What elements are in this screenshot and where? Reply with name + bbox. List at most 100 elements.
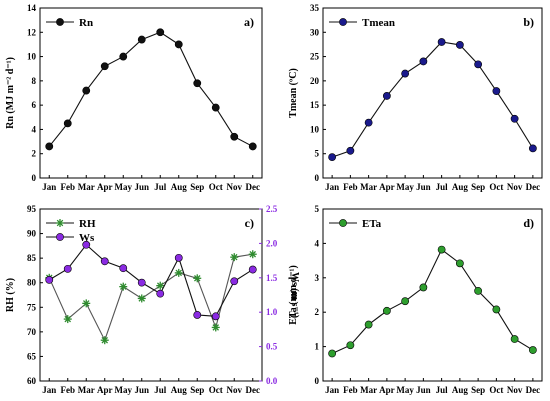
y-axis-label: RH (%): [5, 278, 16, 312]
data-point-rh: [82, 299, 91, 308]
y-tick-label: 6: [32, 100, 37, 110]
data-point-eta: [528, 346, 537, 354]
data-point-ws: [230, 277, 239, 286]
data-point-rh: [119, 282, 128, 291]
data-point-tmean: [528, 144, 537, 153]
x-tick-label: Aug: [452, 182, 469, 192]
y-axis-label: Tmean (ºC): [288, 68, 299, 118]
x-tick-label: Jan: [325, 182, 339, 192]
x-tick-label: Jan: [325, 385, 339, 395]
data-point-rn: [82, 86, 91, 95]
legend-marker: [339, 18, 347, 26]
y-tick-label: 80: [27, 278, 37, 288]
x-tick-label: Apr: [97, 385, 113, 395]
data-point-rn: [119, 52, 128, 61]
legend-marker: [339, 219, 347, 227]
panel-label: c): [245, 216, 254, 230]
y2-tick-label: 1.0: [266, 307, 278, 317]
data-point-rn: [137, 35, 146, 44]
legend-label: Ws: [79, 232, 95, 244]
panel-2: Jan Feb Mar Apr May Jun Jul Aug Sep Oct Nov Dec 0 5 10…: [288, 3, 543, 192]
legend-marker: [56, 219, 64, 227]
legend-marker: [56, 233, 64, 241]
data-point-tmean: [419, 57, 428, 66]
data-point-ws: [174, 253, 183, 262]
panel-label: a): [244, 15, 254, 29]
x-tick-label: Nov: [507, 182, 523, 192]
series-line-rh: [48, 253, 253, 342]
data-point-rh: [156, 281, 165, 290]
x-tick-label: Mar: [360, 385, 377, 395]
x-tick-label: Jul: [154, 182, 167, 192]
data-point-rn: [230, 132, 239, 141]
x-tick-label: Nov: [507, 385, 523, 395]
x-tick-label: May: [115, 182, 133, 192]
x-tick-label: Jun: [134, 182, 149, 192]
y-tick-label: 90: [27, 229, 37, 239]
x-tick-label: May: [396, 182, 414, 192]
x-tick-label: Jul: [436, 182, 449, 192]
x-tick-label: Apr: [379, 182, 395, 192]
panel-label: d): [523, 216, 534, 230]
data-point-eta: [382, 306, 391, 315]
data-point-rn: [45, 142, 54, 151]
y-tick-label: 10: [27, 52, 37, 62]
data-point-eta: [455, 259, 464, 268]
data-point-eta: [437, 245, 446, 254]
data-point-tmean: [455, 41, 464, 49]
y-tick-label: 1: [315, 342, 320, 352]
x-tick-label: Feb: [61, 385, 76, 395]
y-tick-label: 0: [315, 376, 320, 386]
series-line-ws: [48, 243, 254, 317]
panel-1: Jan Feb Mar Apr May Jun Jul Aug Sep Oct Nov Dec 0 2 4 6…: [5, 3, 263, 192]
x-tick-label: Sep: [471, 385, 485, 395]
legend-label: RH: [79, 218, 96, 230]
data-point-tmean: [364, 118, 373, 127]
legend-marker: [56, 18, 64, 26]
y-tick-label: 14: [27, 3, 37, 13]
plot-frame: [322, 208, 543, 382]
x-tick-label: Mar: [78, 182, 95, 192]
series-line-eta: [331, 248, 534, 354]
data-point-rn: [174, 40, 183, 49]
data-point-ws: [119, 264, 128, 273]
y-tick-label: 60: [27, 376, 37, 386]
x-tick-label: Oct: [209, 385, 223, 395]
data-point-rn: [248, 142, 257, 151]
data-point-eta: [474, 286, 483, 295]
x-tick-label: Jun: [134, 385, 149, 395]
data-point-tmean: [510, 114, 519, 123]
panel-3: Jan Feb Mar Apr May Jun Jul Aug Sep Oct Nov Dec 60 65…: [5, 204, 300, 395]
data-point-eta: [328, 349, 337, 358]
data-point-eta: [510, 335, 519, 343]
x-tick-label: Nov: [227, 385, 243, 395]
data-point-rn: [193, 79, 202, 88]
data-point-eta: [401, 297, 410, 306]
y-tick-label: 5: [315, 204, 320, 214]
x-tick-label: Aug: [452, 385, 469, 395]
data-point-tmean: [382, 92, 391, 100]
data-point-rn: [156, 28, 165, 37]
x-tick-label: Jun: [416, 182, 431, 192]
y-tick-label: 4: [315, 238, 320, 248]
y-tick-label: 5: [315, 149, 320, 159]
x-tick-label: Mar: [360, 182, 377, 192]
plot-frame: [39, 208, 263, 382]
data-point-rn: [100, 62, 109, 71]
y-axis-label: ETa (mm d⁻¹): [288, 265, 299, 325]
data-point-rh: [137, 294, 146, 303]
x-tick-label: Nov: [227, 182, 243, 192]
data-point-ws: [137, 278, 146, 287]
y-axis-label: Rn (MJ m⁻² d⁻¹): [5, 57, 16, 129]
y-tick-label: 25: [310, 52, 320, 62]
x-tick-label: Jul: [436, 385, 449, 395]
data-point-ws: [100, 257, 109, 266]
x-tick-label: Aug: [171, 385, 188, 395]
x-tick-label: Apr: [379, 385, 395, 395]
y2-tick-label: 1.5: [266, 273, 278, 283]
data-point-ws: [82, 240, 91, 249]
panel-4: Jan Feb Mar Apr May Jun Jul Aug Sep Oct Nov Dec 0 1 2 3…: [288, 204, 543, 395]
y-tick-label: 2: [32, 149, 37, 159]
x-tick-label: Oct: [489, 385, 503, 395]
